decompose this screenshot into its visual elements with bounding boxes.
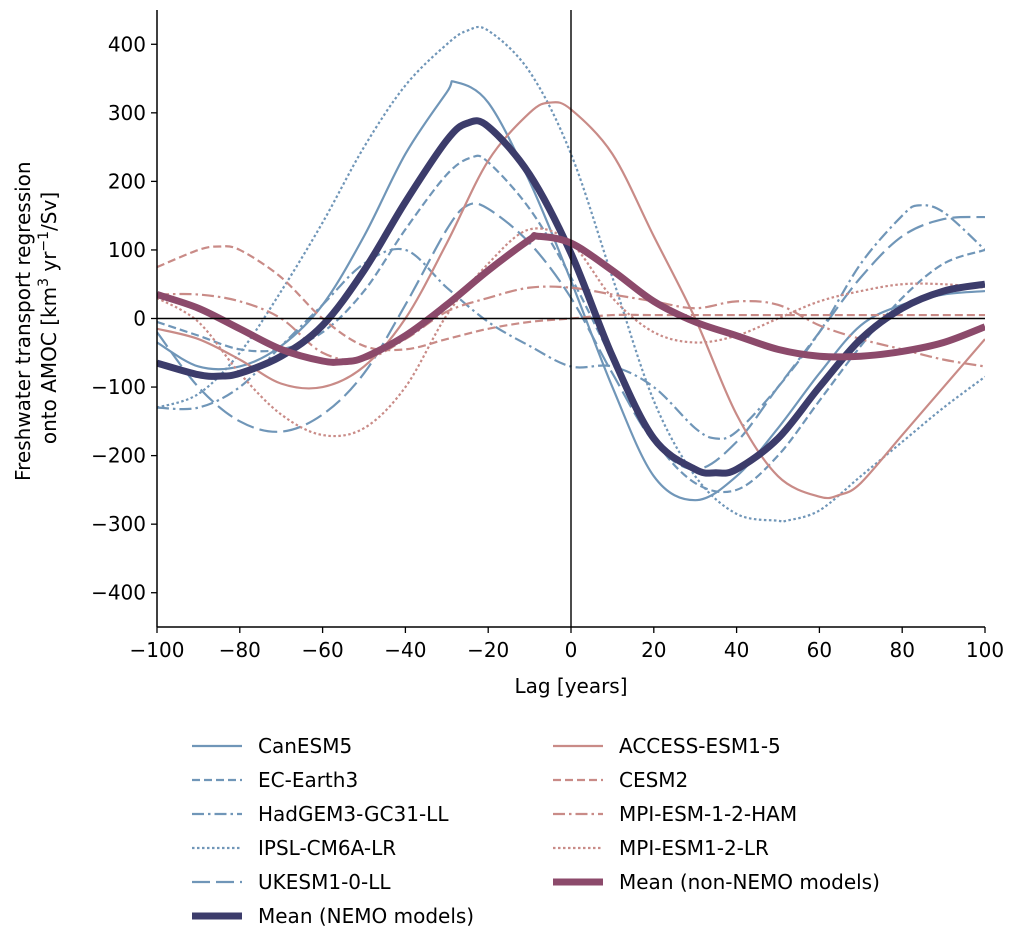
legend-label: Mean (non-NEMO models) [619, 870, 880, 894]
x-tick-label: −60 [301, 638, 343, 662]
y-tick-label: −200 [91, 444, 146, 468]
legend-entry-mpi-esm-1-2-ham: MPI-ESM-1-2-HAM [553, 802, 797, 826]
y-axis-title-sup2: −1 [36, 231, 52, 252]
series-line-canesm5 [157, 80, 985, 502]
legend-label: CanESM5 [258, 734, 352, 758]
x-tick-label: 40 [724, 638, 749, 662]
legend-entry-ukesm1-0-ll: UKESM1-0-LL [192, 870, 391, 894]
y-tick-label: 300 [108, 101, 146, 125]
legend-entry-access-esm1-5: ACCESS-ESM1-5 [553, 734, 781, 758]
legend-label: EC-Earth3 [258, 768, 358, 792]
legend-entry-mpi-esm1-2-lr: MPI-ESM1-2-LR [553, 836, 769, 860]
y-axis-title-prefix: onto AMOC [km [37, 287, 61, 444]
plot-lines [157, 25, 985, 523]
y-axis-title-mid: yr [37, 251, 61, 278]
legend: CanESM5 EC-Earth3 HadGEM3-GC31-LL IPSL-CM6A… [192, 734, 880, 928]
y-tick-label: 0 [133, 307, 146, 331]
series-line-access-esm1-5 [157, 101, 985, 500]
y-tick-label: −400 [91, 581, 146, 605]
y-tick-label: −300 [91, 512, 146, 536]
legend-label: ACCESS-ESM1-5 [619, 734, 781, 758]
series-line-ipsl-cm6a-lr [157, 25, 985, 523]
series-line-mpi-esm-1-2-ham [157, 285, 985, 368]
y-tick-label: 400 [108, 32, 146, 56]
legend-entry-canesm5: CanESM5 [192, 734, 352, 758]
series-line-mean-non-nemo-models [157, 232, 985, 366]
x-tick-label: 80 [889, 638, 914, 662]
x-tick-label: −40 [384, 638, 426, 662]
x-tick-label: 0 [565, 638, 578, 662]
legend-label: HadGEM3-GC31-LL [258, 802, 449, 826]
x-tick-label: 60 [807, 638, 832, 662]
ticks: −100 −80 −60 −40 −20 0 20 40 60 80 100−400−300−200… [91, 32, 1004, 662]
reference-lines [157, 10, 985, 627]
legend-entry-hadgem3-gc31-ll: HadGEM3-GC31-LL [192, 802, 449, 826]
y-axis-title-suffix: /Sv] [37, 192, 61, 231]
series-line-mean-nemo-models [157, 117, 985, 477]
series-line-cesm2 [157, 245, 985, 352]
x-tick-label: −20 [467, 638, 509, 662]
legend-label: MPI-ESM1-2-LR [619, 836, 769, 860]
legend-entry-cesm2: CESM2 [553, 768, 688, 792]
y-tick-label: −100 [91, 375, 146, 399]
legend-label: Mean (NEMO models) [258, 904, 474, 928]
legend-label: UKESM1-0-LL [258, 870, 391, 894]
legend-label: CESM2 [619, 768, 688, 792]
x-tick-label: 100 [966, 638, 1004, 662]
legend-label: IPSL-CM6A-LR [258, 836, 396, 860]
x-tick-label: 20 [641, 638, 666, 662]
legend-entry-mean-nemo-models: Mean (NEMO models) [192, 904, 474, 928]
y-tick-label: 100 [108, 238, 146, 262]
y-axis-title: Freshwater transport regression onto AMO… [11, 155, 61, 481]
y-axis-title-sup1: 3 [36, 278, 52, 287]
x-tick-label: −100 [130, 638, 185, 662]
legend-entry-ec-earth3: EC-Earth3 [192, 768, 358, 792]
y-axis-title-line1: Freshwater transport regression [11, 161, 35, 481]
x-axis-title: Lag [years] [514, 674, 627, 698]
legend-entry-mean-non-nemo-models: Mean (non-NEMO models) [553, 870, 880, 894]
x-tick-label: −80 [219, 638, 261, 662]
legend-entry-ipsl-cm6a-lr: IPSL-CM6A-LR [192, 836, 396, 860]
series-line-hadgem3-gc31-ll [157, 204, 985, 440]
y-tick-label: 200 [108, 169, 146, 193]
series-line-ukesm1-0-ll [157, 202, 985, 471]
y-axis-title-line2: onto AMOC [km3 yr−1/Sv] [36, 192, 61, 444]
legend-label: MPI-ESM-1-2-HAM [619, 802, 797, 826]
